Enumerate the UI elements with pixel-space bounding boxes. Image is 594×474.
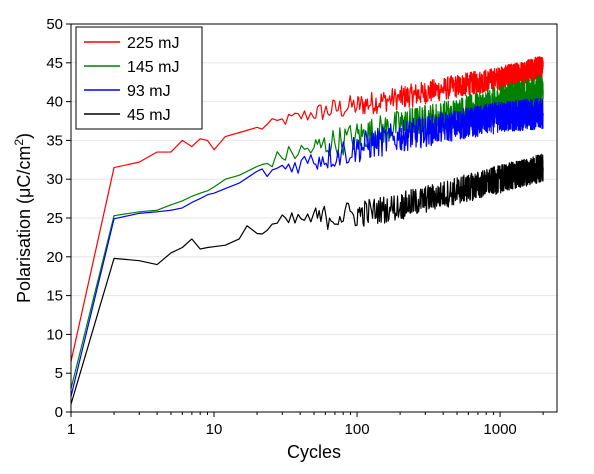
y-tick-label: 10 [46,326,63,343]
y-axis-title-main: Polarisation (μC/cm [14,146,34,303]
legend-label: 45 mJ [127,107,171,124]
y-tick-label: 45 [46,55,63,72]
y-axis-title-close: ) [14,133,34,139]
legend-label: 145 mJ [127,59,179,76]
y-tick-label: 0 [55,404,63,421]
series-line-1 [70,75,544,389]
y-tick-label: 40 [46,94,63,111]
legend-box [75,26,203,130]
series-line-2 [70,97,544,397]
series-line-3 [70,153,544,405]
y-axis-title: Polarisation (μC/cm2) [12,133,34,303]
series-line-0 [70,55,544,362]
legend-label: 225 mJ [127,35,179,52]
x-tick-label: 100 [345,421,370,438]
y-tick-label: 25 [46,210,63,227]
axis-ticks: 0 5 10 15 20 25 30 35 40 45 50 1 10 100 1000 [46,16,544,438]
series-lines [70,55,544,405]
y-tick-label: 15 [46,288,63,305]
x-tick-label: 1000 [483,421,516,438]
legend: 225 mJ 145 mJ 93 mJ 45 mJ [75,26,203,130]
x-axis-title: Cycles [287,442,341,462]
y-tick-label: 30 [46,171,63,188]
y-tick-label: 20 [46,249,63,266]
x-tick-label: 10 [206,421,223,438]
y-tick-label: 50 [46,16,63,33]
y-tick-label: 35 [46,132,63,149]
legend-label: 93 mJ [127,83,171,100]
x-tick-label: 1 [67,421,75,438]
y-axis-title-superscript: 2 [12,139,26,146]
y-tick-label: 5 [55,365,63,382]
